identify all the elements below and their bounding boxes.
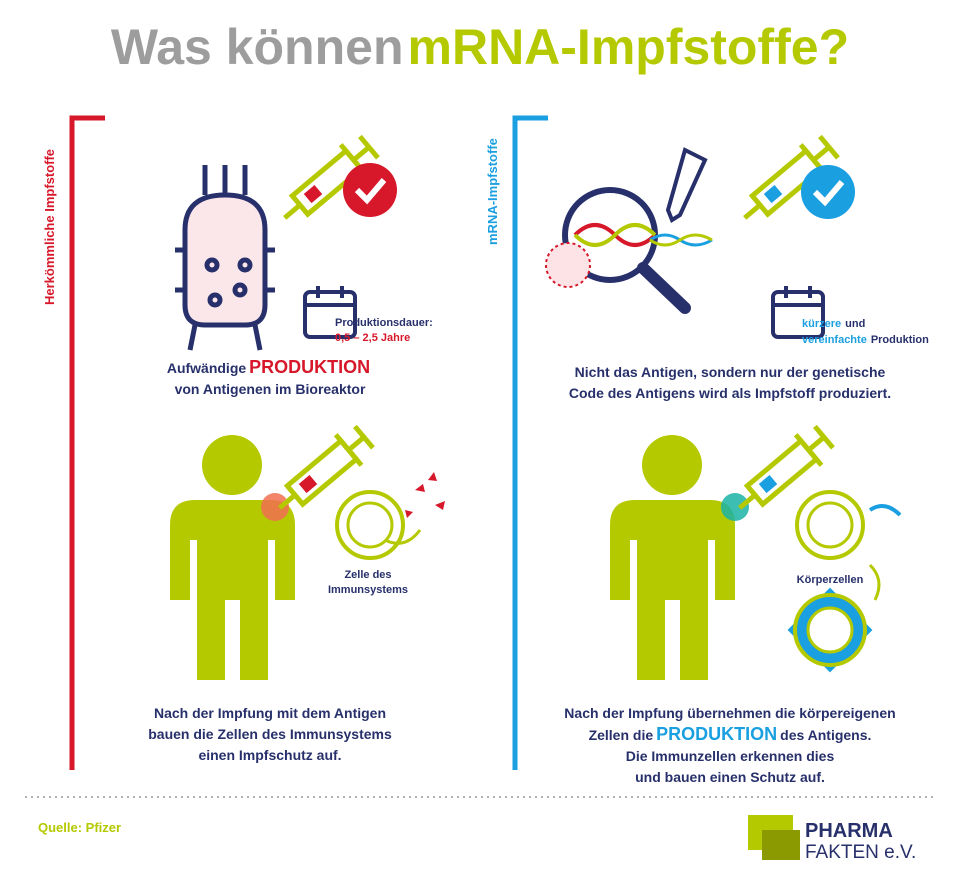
text: Die Immunzellen erkennen dies <box>625 748 835 764</box>
text: Produktion <box>870 334 929 346</box>
text: einen Impfschutz auf. <box>198 747 342 763</box>
check-mark <box>354 178 387 205</box>
result-text: Nach der Impfung mit dem Antigen bauen di… <box>148 703 392 766</box>
text: bauen die Zellen des Immunsystems <box>148 726 392 742</box>
human-figure <box>170 435 735 680</box>
check-icon <box>343 163 397 217</box>
text: Code des Antigens wird als Impfstoff pro… <box>568 385 892 401</box>
logo-bottom: FAKTEN e.V. <box>805 842 917 863</box>
text: von Antigenen im Bioreaktor <box>174 381 366 397</box>
text: Nicht das Antigen, sondern nur der genet… <box>574 364 886 380</box>
syringe <box>743 134 840 220</box>
highlight: PRODUKTION <box>249 357 371 377</box>
magnifier <box>545 147 713 314</box>
text: und <box>845 318 866 330</box>
cell-label: Körperzellen <box>796 574 864 586</box>
duration-label: Produktionsdauer: <box>335 317 433 329</box>
title-green: mRNA-Impfstoffe? <box>407 19 850 75</box>
check-mark <box>812 180 845 207</box>
duration: Produktionsdauer: 0,5 – 2,5 Jahre <box>335 316 433 346</box>
title: Was könnenmRNA-Impfstoffe? <box>111 18 849 76</box>
text: Zellen die <box>588 727 654 743</box>
production-text: Aufwändige PRODUKTION von Antigenen im Bio… <box>167 357 373 400</box>
cell-icon <box>335 472 902 673</box>
section-label: mRNA-Impfstoffe <box>485 138 500 245</box>
injection-site <box>261 493 289 521</box>
check-icon <box>801 165 855 219</box>
syringe <box>278 424 375 510</box>
right-bar <box>512 115 548 770</box>
text: Aufwändige <box>166 360 247 376</box>
source: Quelle: Pfizer <box>38 820 122 835</box>
syringe <box>283 134 380 220</box>
result-text: Nach der Impfung übernehmen die körperei… <box>564 703 895 788</box>
text: Zelle des <box>344 569 392 581</box>
section-label: Herkömmliche Impfstoffe <box>42 148 57 305</box>
text: Immunsystems <box>327 584 409 596</box>
calendar-icon <box>303 286 825 339</box>
logo-top: PHARMA <box>805 820 893 842</box>
title-gray: Was können <box>110 19 404 75</box>
syringe <box>738 424 835 510</box>
duration-value: 0,5 – 2,5 Jahre <box>335 332 411 344</box>
logo-mark <box>748 815 800 860</box>
text: Nach der Impfung mit dem Antigen <box>153 705 387 721</box>
speed: kürzere und vereinfachte Produktion <box>802 316 929 348</box>
text: des Antigens. <box>780 727 872 743</box>
bioreactor <box>175 165 275 351</box>
description: Nicht das Antigen, sondern nur der genet… <box>569 362 891 404</box>
injection-site <box>721 493 749 521</box>
text: und bauen einen Schutz auf. <box>635 769 825 785</box>
text: Nach der Impfung übernehmen die körperei… <box>564 705 896 721</box>
left-bar <box>69 115 105 770</box>
highlight: vereinfachte <box>802 334 867 346</box>
cell-label: Zelle des Immunsystems <box>328 568 408 598</box>
highlight: PRODUKTION <box>656 724 778 744</box>
highlight: kürzere <box>802 318 842 330</box>
